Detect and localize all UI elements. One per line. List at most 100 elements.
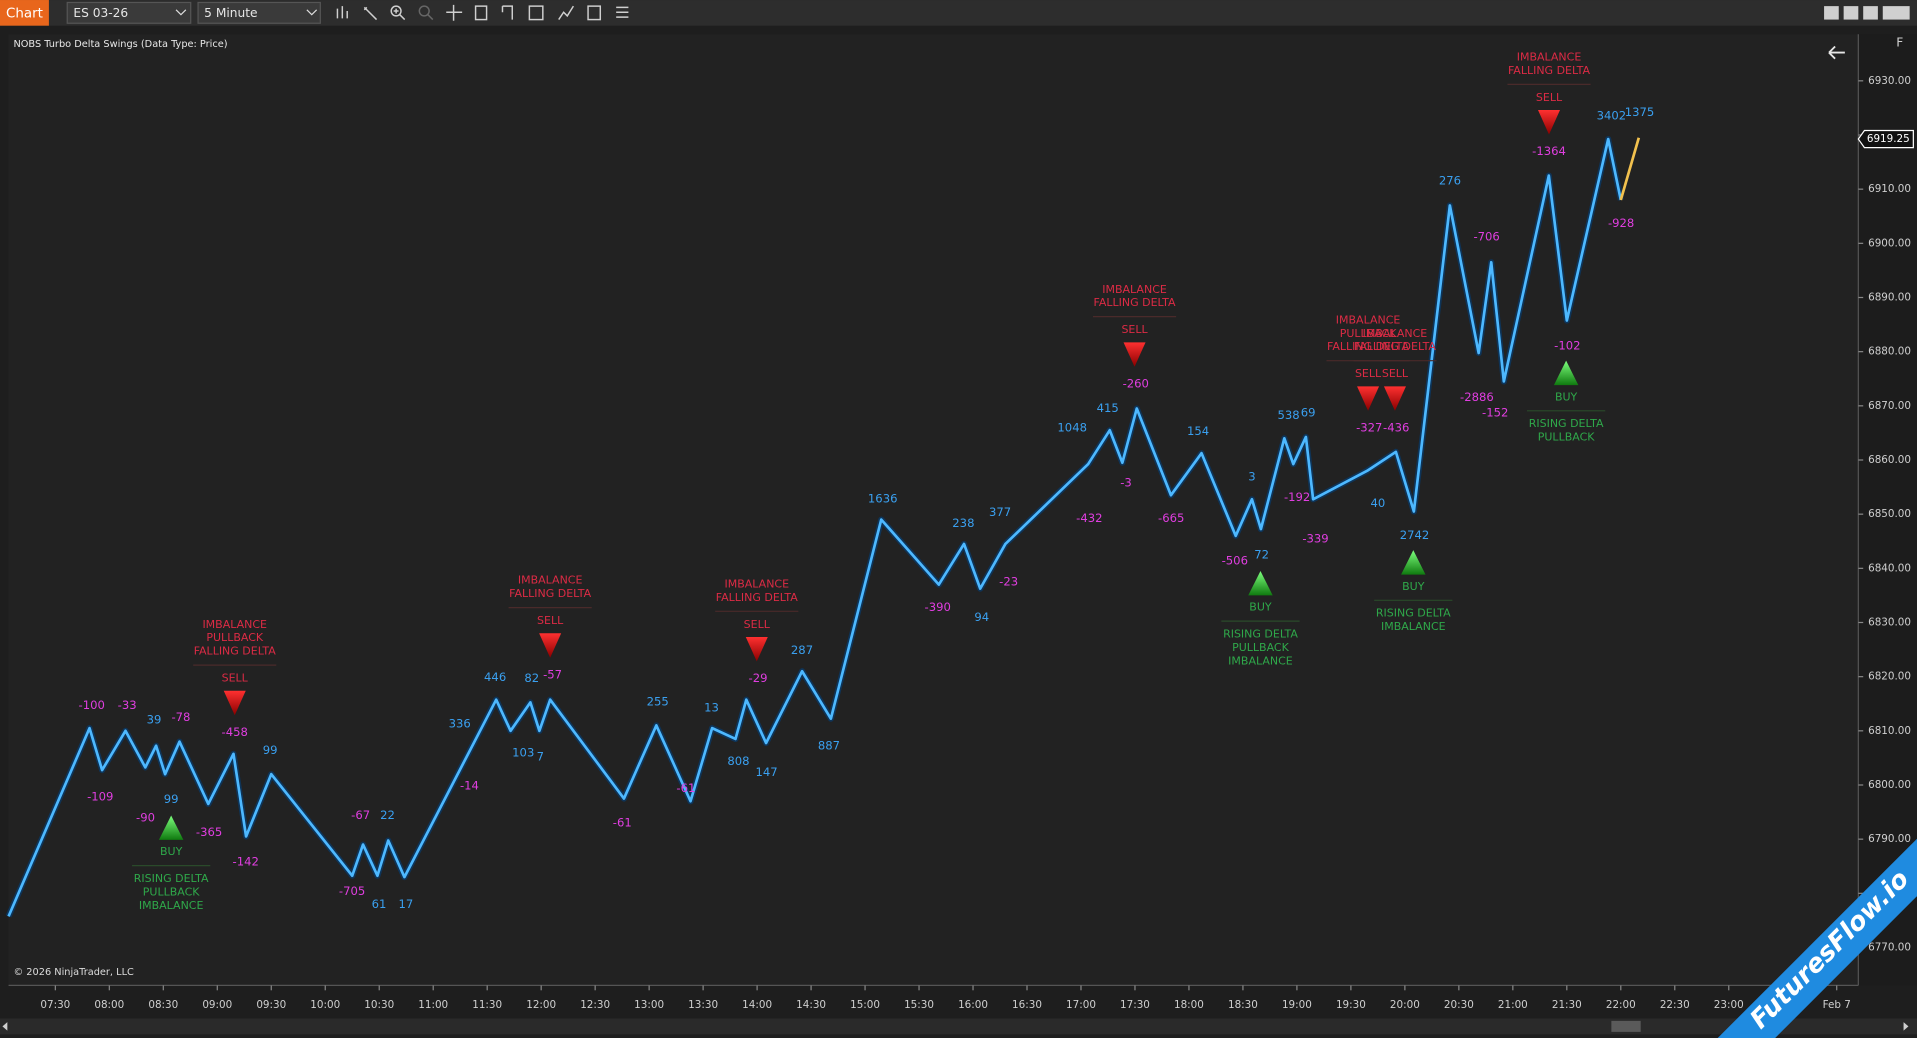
x-tick-label: 18:00 [1174,999,1204,1011]
draw-icon[interactable] [363,6,378,21]
back-arrow[interactable] [1828,45,1845,60]
window-icon[interactable] [528,5,544,21]
buy-arrow [1553,360,1579,386]
signal-text: IMBALANCE [1517,50,1582,63]
x-tick-label: 13:30 [688,999,718,1011]
sell-arrow [223,690,246,716]
indicator-icon[interactable] [587,5,602,21]
delta-label: 103 [512,746,534,760]
y-tick-label: 6790.00 [1868,833,1911,845]
delta-label: -928 [1608,216,1634,230]
list-icon[interactable] [616,6,629,18]
x-tick-label: 22:00 [1606,999,1636,1011]
signal-label: BUY [1555,390,1578,403]
x-tick-label: 09:00 [202,999,232,1011]
x-tick-label: Feb 7 [1823,999,1851,1011]
panel-button[interactable]: F [1896,35,1903,49]
delta-label: 40 [1370,496,1385,510]
strategy-icon[interactable] [558,5,575,20]
signal-text: RISING DELTA [1376,607,1451,620]
delta-label: 887 [818,738,840,752]
template-icon[interactable] [501,5,513,20]
delta-label: -390 [925,600,951,614]
delta-label: -665 [1158,511,1184,525]
buy-arrow [1248,570,1273,596]
delta-label: 69 [1301,406,1316,420]
x-tick-label: 20:00 [1390,999,1420,1011]
delta-label: -192 [1284,490,1310,504]
delta-label: -2886 [1460,390,1494,404]
delta-label: 538 [1278,408,1300,422]
signal-text: RISING DELTA [1223,628,1298,641]
x-tick-label: 14:30 [796,999,826,1011]
x-tick-label: 15:00 [850,999,880,1011]
delta-label: 99 [164,792,179,806]
signal-text: IMBALANCE [139,899,204,912]
delta-label: 377 [989,505,1011,519]
crosshair-icon[interactable] [446,4,463,21]
interval-select[interactable] [197,1,321,24]
signal-text: FALLING DELTA [1094,296,1176,309]
signal-text: FALLING DELTA [194,645,276,658]
delta-label: 238 [952,516,974,530]
zoom-in-icon[interactable] [390,5,402,17]
sell-arrow [1383,386,1406,411]
y-tick-label: 6910.00 [1868,183,1911,195]
delta-label: -109 [87,790,113,804]
x-tick-label: 08:30 [148,999,178,1011]
signal-text: IMBALANCE [724,577,789,590]
properties-icon[interactable] [474,5,488,21]
delta-label: 808 [727,754,749,768]
scroll-left[interactable] [2,1022,8,1031]
delta-label: 276 [1439,173,1461,187]
delta-label: -142 [233,854,259,868]
signal-text: PULLBACK [206,631,264,644]
sell-arrow [1538,110,1561,135]
active-swing-leg [1619,137,1641,201]
scroll-right[interactable] [1903,1022,1909,1031]
delta-label: 1636 [868,491,898,505]
delta-label: 415 [1097,401,1119,415]
close-button[interactable] [1882,6,1910,20]
bars-icon[interactable] [336,6,348,19]
scrollbar[interactable] [0,1018,1917,1035]
instrument-label: ES 03-26 [73,6,128,20]
signal-text: FALLING DELTA [509,587,591,600]
signal-label: BUY [1249,601,1272,614]
delta-label: -327 [1356,420,1382,434]
signal-label: SELL [1536,91,1563,104]
y-tick-label: 6850.00 [1868,508,1911,520]
x-tick-label: 18:30 [1228,999,1258,1011]
chart-layer: 6770.006780.006790.006800.006810.006820.… [5,50,1914,1011]
maximize-button[interactable] [1843,6,1859,20]
restore-button[interactable] [1863,6,1878,20]
swing-line [7,137,1623,917]
delta-label: 94 [974,610,989,624]
x-tick-label: 09:30 [256,999,286,1011]
delta-label: 3 [1248,469,1255,483]
signal-label: SELL [1121,323,1148,336]
delta-label: -506 [1222,554,1248,568]
x-tick-label: 07:30 [40,999,70,1011]
delta-label: 22 [380,808,395,822]
signal-text: FALLING DELTA [1354,340,1436,353]
y-tick-label: 6820.00 [1868,671,1911,683]
scroll-thumb[interactable] [1611,1020,1641,1032]
last-price-label: 6919.25 [1867,133,1910,145]
delta-label: 3402 [1597,109,1627,123]
plot-area [8,34,1859,986]
toolbar-icons [336,4,629,21]
instrument-select[interactable] [66,1,192,24]
zoom-out-icon[interactable] [418,5,430,17]
x-tick-label: 10:30 [364,999,394,1011]
x-tick-label: 21:30 [1552,999,1582,1011]
y-tick-label: 6770.00 [1868,941,1911,953]
y-tick-label: 6840.00 [1868,562,1911,574]
dropdown-arrow [306,9,318,16]
delta-label: 154 [1187,424,1209,438]
minimize-button[interactable] [1824,6,1839,20]
x-tick-label: 11:30 [472,999,502,1011]
delta-label: -57 [543,667,562,681]
x-tick-label: 10:00 [310,999,340,1011]
chart-tab[interactable] [0,0,49,26]
